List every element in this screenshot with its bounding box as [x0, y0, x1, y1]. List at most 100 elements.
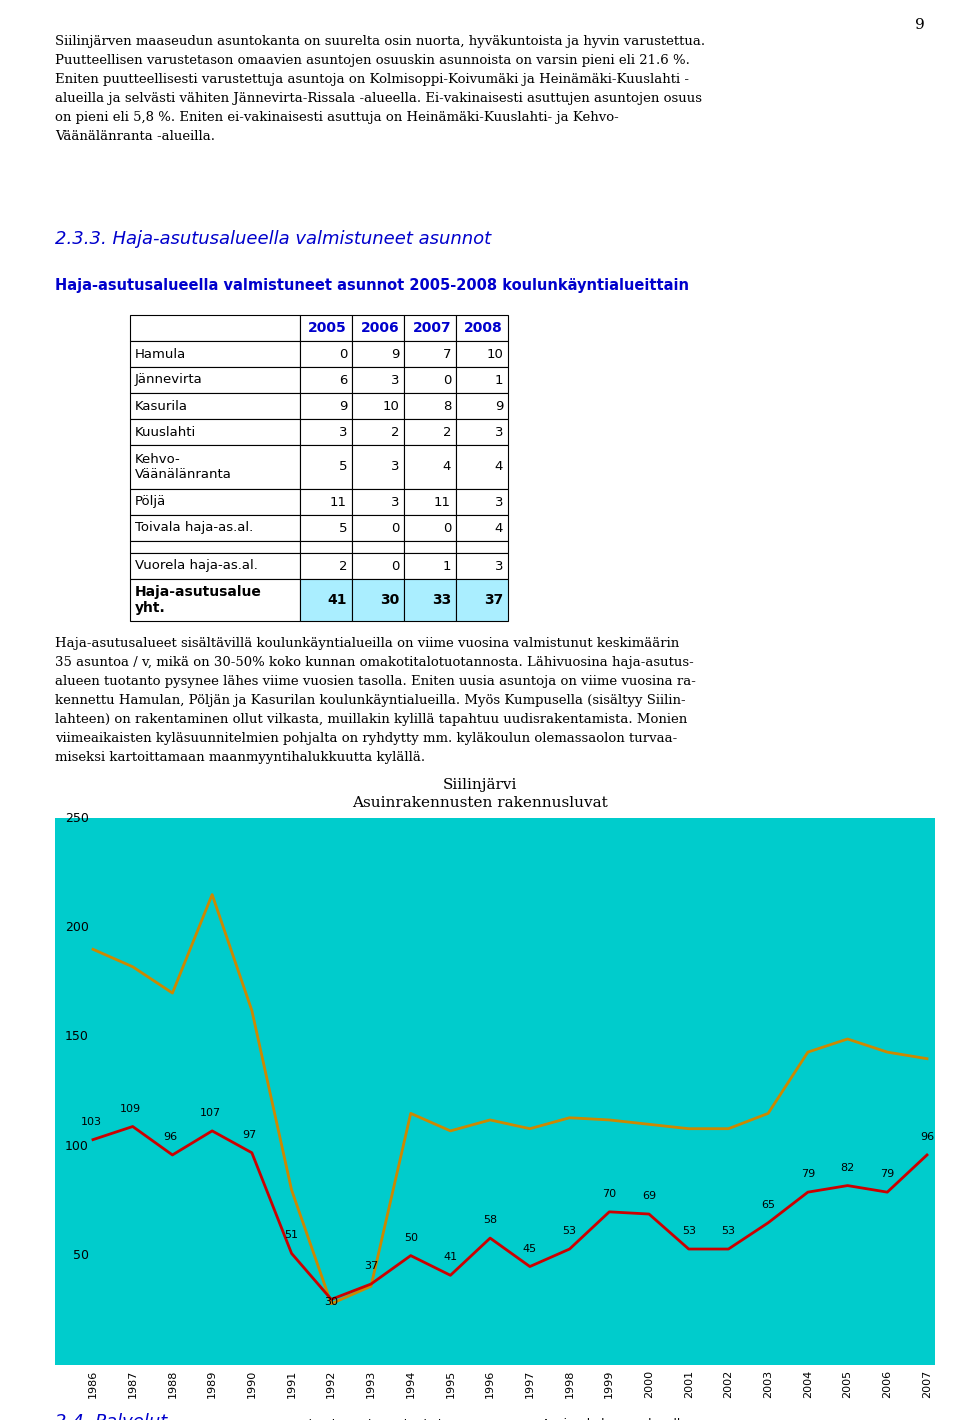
Bar — [404, 488, 456, 515]
Text: 4: 4 — [494, 521, 503, 534]
Text: 96: 96 — [920, 1132, 934, 1142]
Bar — [404, 419, 456, 444]
Bar — [404, 393, 456, 419]
Bar — [404, 541, 456, 552]
Bar — [300, 552, 352, 579]
Text: 9: 9 — [915, 18, 924, 33]
Text: 1997: 1997 — [525, 1370, 535, 1399]
Text: 1991: 1991 — [287, 1370, 297, 1399]
Text: 2000: 2000 — [644, 1370, 654, 1399]
Bar — [352, 541, 404, 552]
Bar — [300, 393, 352, 419]
Bar — [130, 315, 300, 341]
Text: 2: 2 — [339, 559, 347, 572]
Text: 3: 3 — [391, 460, 399, 473]
Text: 2.4. Palvelut: 2.4. Palvelut — [55, 1413, 167, 1420]
Text: 2006: 2006 — [360, 321, 399, 335]
Text: 37: 37 — [364, 1261, 378, 1271]
Text: 1999: 1999 — [604, 1370, 614, 1399]
Bar — [456, 366, 508, 393]
Bar — [456, 579, 508, 621]
Text: 69: 69 — [642, 1191, 656, 1201]
Bar — [352, 488, 404, 515]
Text: 107: 107 — [200, 1108, 221, 1118]
Text: 30: 30 — [324, 1298, 338, 1308]
Text: Vuorela haja-as.al.: Vuorela haja-as.al. — [135, 559, 258, 572]
Bar — [300, 579, 352, 621]
Text: 41: 41 — [444, 1252, 458, 1262]
Text: 50: 50 — [404, 1233, 418, 1242]
Text: 2001: 2001 — [684, 1370, 694, 1399]
Text: 41: 41 — [327, 594, 347, 606]
Text: 2005: 2005 — [308, 321, 347, 335]
Bar — [300, 541, 352, 552]
Text: Pöljä: Pöljä — [135, 496, 166, 508]
Text: 9: 9 — [494, 399, 503, 412]
Bar — [456, 515, 508, 541]
Text: 5: 5 — [339, 460, 347, 473]
Text: Kuuslahti: Kuuslahti — [135, 426, 196, 439]
Text: 150: 150 — [65, 1031, 89, 1044]
Text: 1992: 1992 — [326, 1370, 336, 1399]
Text: 0: 0 — [391, 559, 399, 572]
Text: viimeaikaisten kyläsuunnitelmien pohjalta on ryhdytty mm. kyläkoulun olemassaolo: viimeaikaisten kyläsuunnitelmien pohjalt… — [55, 731, 677, 746]
Text: 70: 70 — [602, 1189, 616, 1198]
Text: 9: 9 — [339, 399, 347, 412]
Text: 100: 100 — [65, 1140, 89, 1153]
Text: Jännevirta: Jännevirta — [135, 373, 203, 386]
Text: 250: 250 — [65, 811, 89, 825]
Text: alueilla ja selvästi vähiten Jännevirta-Rissala -alueella. Ei-vakinaisesti asutt: alueilla ja selvästi vähiten Jännevirta-… — [55, 92, 702, 105]
Text: kennettu Hamulan, Pöljän ja Kasurilan koulunkäyntialueilla. Myös Kumpusella (sis: kennettu Hamulan, Pöljän ja Kasurilan ko… — [55, 694, 685, 707]
Bar — [130, 393, 300, 419]
Text: 8: 8 — [443, 399, 451, 412]
Text: 51: 51 — [284, 1230, 299, 1241]
Bar — [130, 419, 300, 444]
Text: Hamula: Hamula — [135, 348, 186, 361]
Text: 3: 3 — [494, 426, 503, 439]
Bar — [130, 366, 300, 393]
Text: 79: 79 — [801, 1169, 815, 1179]
Text: 11: 11 — [330, 496, 347, 508]
Bar — [456, 341, 508, 366]
Text: 1986: 1986 — [88, 1370, 98, 1399]
Text: alueen tuotanto pysynee lähes viime vuosien tasolla. Eniten uusia asuntoja on vi: alueen tuotanto pysynee lähes viime vuos… — [55, 674, 696, 689]
Bar — [404, 315, 456, 341]
Text: 2007: 2007 — [413, 321, 451, 335]
Text: 3: 3 — [494, 496, 503, 508]
Text: 6: 6 — [339, 373, 347, 386]
Text: 33: 33 — [432, 594, 451, 606]
Text: 30: 30 — [380, 594, 399, 606]
Bar — [352, 515, 404, 541]
Bar — [352, 579, 404, 621]
Text: 53: 53 — [721, 1225, 735, 1235]
Text: 50: 50 — [73, 1250, 89, 1262]
Bar — [300, 515, 352, 541]
Text: Kehvo-
Väänälänranta: Kehvo- Väänälänranta — [135, 453, 232, 481]
Bar — [352, 419, 404, 444]
Text: 1998: 1998 — [564, 1370, 575, 1399]
Text: 1996: 1996 — [485, 1370, 495, 1399]
Text: Väänälänranta -alueilla.: Väänälänranta -alueilla. — [55, 131, 215, 143]
Text: 53: 53 — [682, 1225, 696, 1235]
Text: 0: 0 — [391, 521, 399, 534]
Text: 2002: 2002 — [724, 1370, 733, 1399]
Text: lahteen) on rakentaminen ollut vilkasta, muillakin kylillä tapahtuu uudisrakenta: lahteen) on rakentaminen ollut vilkasta,… — [55, 713, 687, 726]
Text: 1994: 1994 — [406, 1370, 416, 1399]
Text: 1: 1 — [494, 373, 503, 386]
Bar — [352, 393, 404, 419]
Bar — [456, 393, 508, 419]
Bar — [300, 444, 352, 488]
Bar — [130, 444, 300, 488]
Text: 65: 65 — [761, 1200, 775, 1210]
Bar — [300, 488, 352, 515]
Bar — [404, 579, 456, 621]
Text: 53: 53 — [563, 1225, 577, 1235]
Bar — [456, 552, 508, 579]
Bar — [130, 515, 300, 541]
Text: 45: 45 — [523, 1244, 537, 1254]
Text: Haja-asutusalueet sisältävillä koulunkäyntialueilla on viime vuosina valmistunut: Haja-asutusalueet sisältävillä koulunkäy… — [55, 638, 680, 650]
Bar — [404, 444, 456, 488]
Text: 200: 200 — [65, 922, 89, 934]
Bar — [352, 552, 404, 579]
Text: 1995: 1995 — [445, 1370, 455, 1399]
